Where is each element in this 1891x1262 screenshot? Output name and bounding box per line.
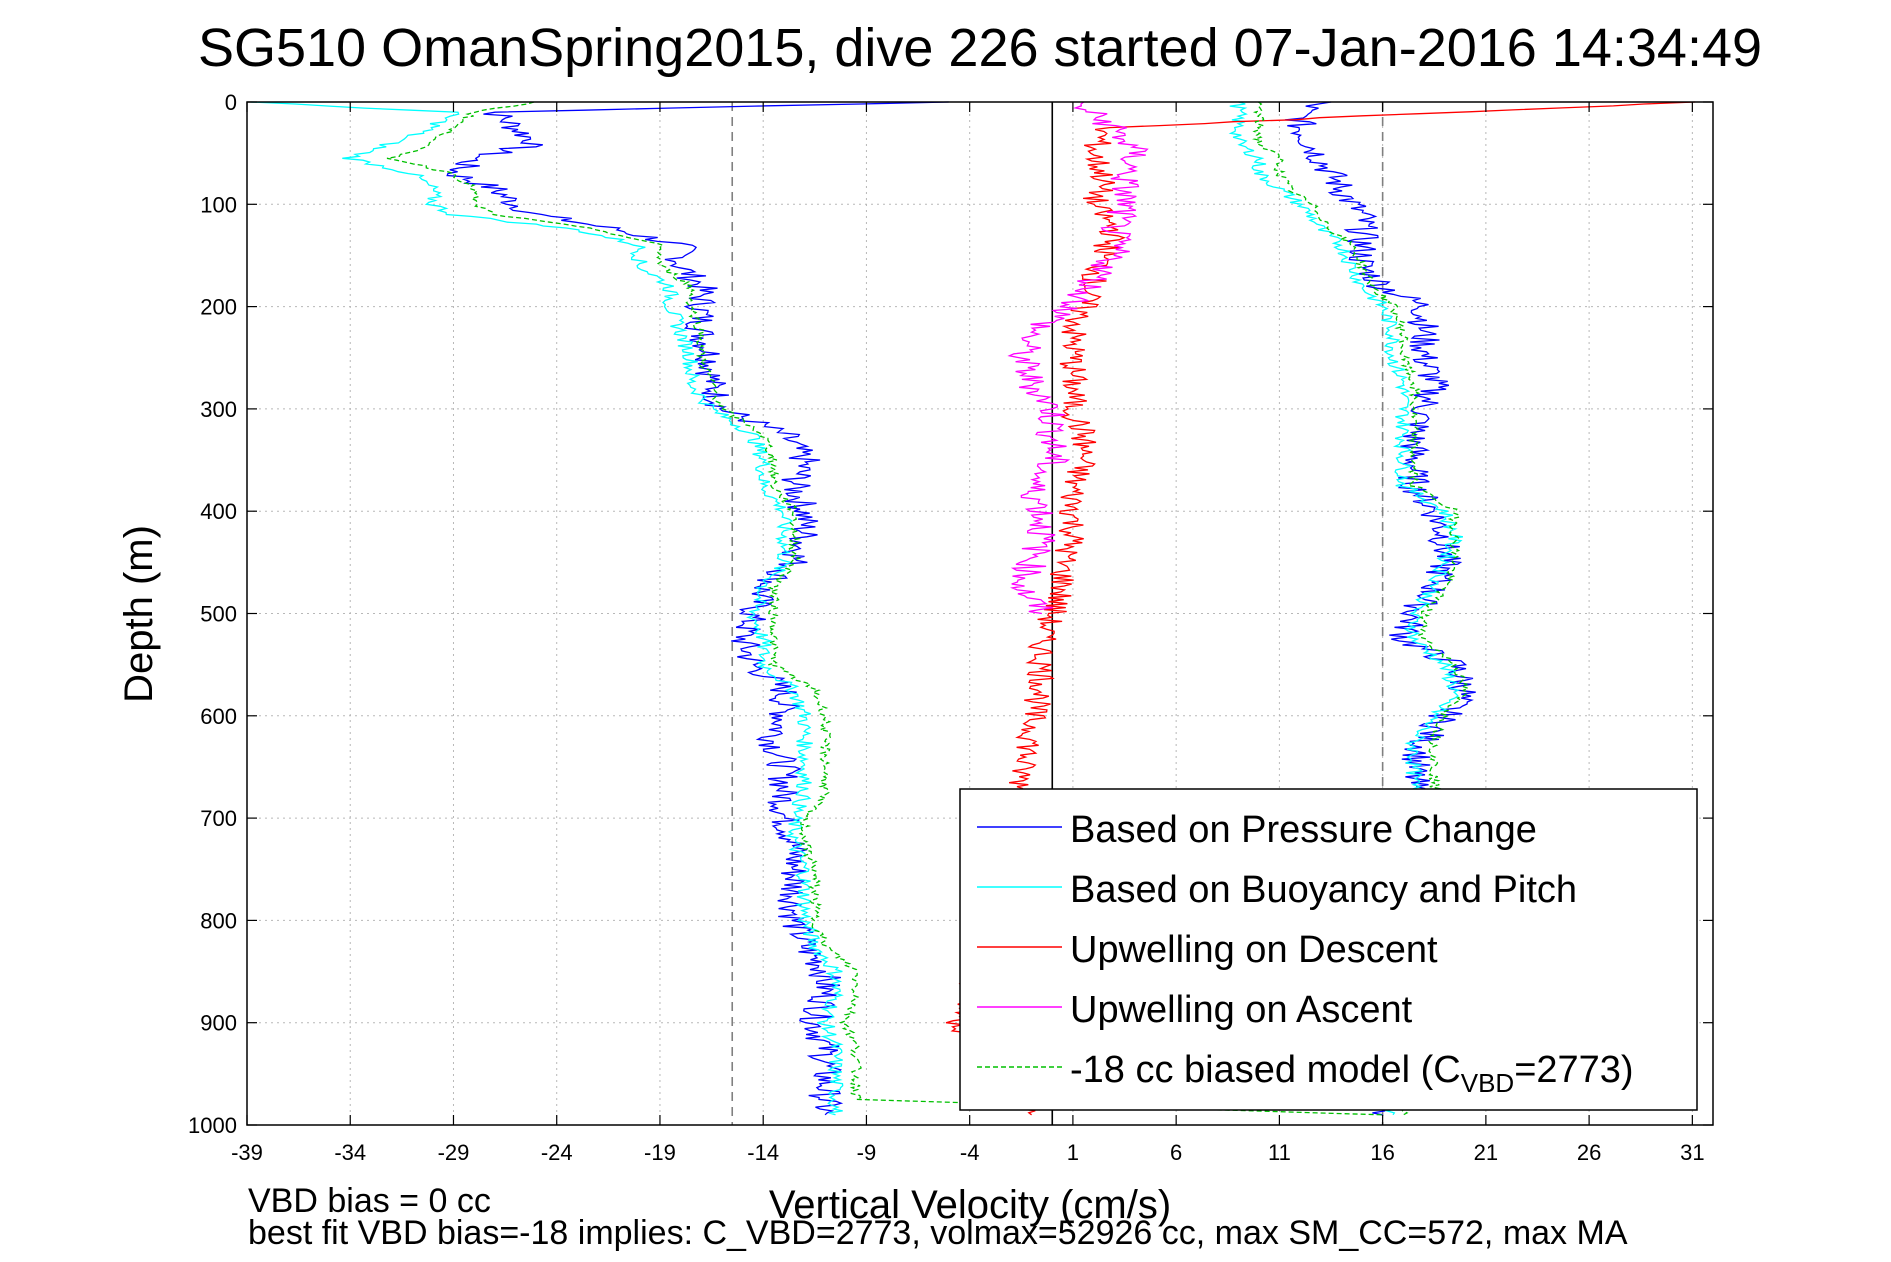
x-tick-label: -24 xyxy=(541,1140,573,1165)
y-tick-label: 800 xyxy=(200,908,237,933)
legend-label: Upwelling on Descent xyxy=(1070,929,1438,971)
x-tick-label: 21 xyxy=(1474,1140,1498,1165)
legend-label-text: Upwelling on Descent xyxy=(1070,929,1438,971)
x-tick-label: 1 xyxy=(1067,1140,1079,1165)
y-tick-label: 900 xyxy=(200,1011,237,1036)
y-tick-label: 500 xyxy=(200,602,237,627)
y-tick-label: 300 xyxy=(200,397,237,422)
series-line xyxy=(386,101,1383,1116)
legend-label: -18 cc biased model (CVBD=2773) xyxy=(1070,1049,1634,1098)
x-tick-label: 6 xyxy=(1170,1140,1182,1165)
x-tick-label: -4 xyxy=(960,1140,980,1165)
x-tick-label: -9 xyxy=(857,1140,877,1165)
series-line xyxy=(250,101,844,1116)
x-tick-label: -14 xyxy=(747,1140,779,1165)
x-tick-label: -29 xyxy=(438,1140,470,1165)
legend-label-text: Based on Buoyancy and Pitch xyxy=(1070,869,1577,911)
legend-label-suffix: =2773) xyxy=(1514,1049,1633,1091)
x-tick-label: 16 xyxy=(1370,1140,1394,1165)
best-fit-note: best fit VBD bias=-18 implies: C_VBD=277… xyxy=(248,1214,1628,1252)
x-tick-label: 26 xyxy=(1577,1140,1601,1165)
x-axis-label: Vertical Velocity (cm/s) xyxy=(769,1183,1171,1227)
series-line xyxy=(446,101,949,1116)
y-tick-label: 0 xyxy=(225,90,237,115)
y-tick-label: 200 xyxy=(200,295,237,320)
legend-label: Based on Pressure Change xyxy=(1070,809,1537,851)
x-tick-label: 11 xyxy=(1268,1140,1291,1165)
y-ticks: 0 100 200 300 400 500 600 700 800 900 1000 xyxy=(188,90,1713,1138)
legend-label: Upwelling on Ascent xyxy=(1070,989,1413,1031)
legend: Based on Pressure Change Based on Buoyanc… xyxy=(959,788,1698,1111)
y-tick-label: 100 xyxy=(200,192,237,217)
y-tick-label: 1000 xyxy=(188,1113,237,1138)
legend-box xyxy=(959,788,1698,1111)
legend-label-text: Upwelling on Ascent xyxy=(1070,989,1413,1031)
x-ticks: -39 -34 -29 -24 -19 -14 -9 -4 1 6 11 16 21 26 31 xyxy=(231,102,1705,1165)
x-tick-label: -19 xyxy=(644,1140,676,1165)
legend-label-text: -18 cc biased model (C xyxy=(1070,1049,1461,1091)
chart-title: SG510 OmanSpring2015, dive 226 started 0… xyxy=(198,18,1762,78)
legend-label-subscript: VBD xyxy=(1461,1068,1514,1098)
series-lines xyxy=(250,101,1696,1116)
series-line xyxy=(1007,101,1149,615)
y-tick-label: 700 xyxy=(200,806,237,831)
x-tick-label: -39 xyxy=(231,1140,263,1165)
legend-label-text: Based on Pressure Change xyxy=(1070,809,1537,851)
y-tick-label: 600 xyxy=(200,704,237,729)
y-axis-label: Depth (m) xyxy=(117,525,161,703)
vbd-bias-note: VBD bias = 0 cc xyxy=(248,1182,491,1220)
x-tick-label: -34 xyxy=(334,1140,366,1165)
legend-label: Based on Buoyancy and Pitch xyxy=(1070,869,1577,911)
legend-items: Based on Pressure Change Based on Buoyanc… xyxy=(977,809,1634,1098)
y-tick-label: 400 xyxy=(200,499,237,524)
x-tick-label: 31 xyxy=(1680,1140,1704,1165)
